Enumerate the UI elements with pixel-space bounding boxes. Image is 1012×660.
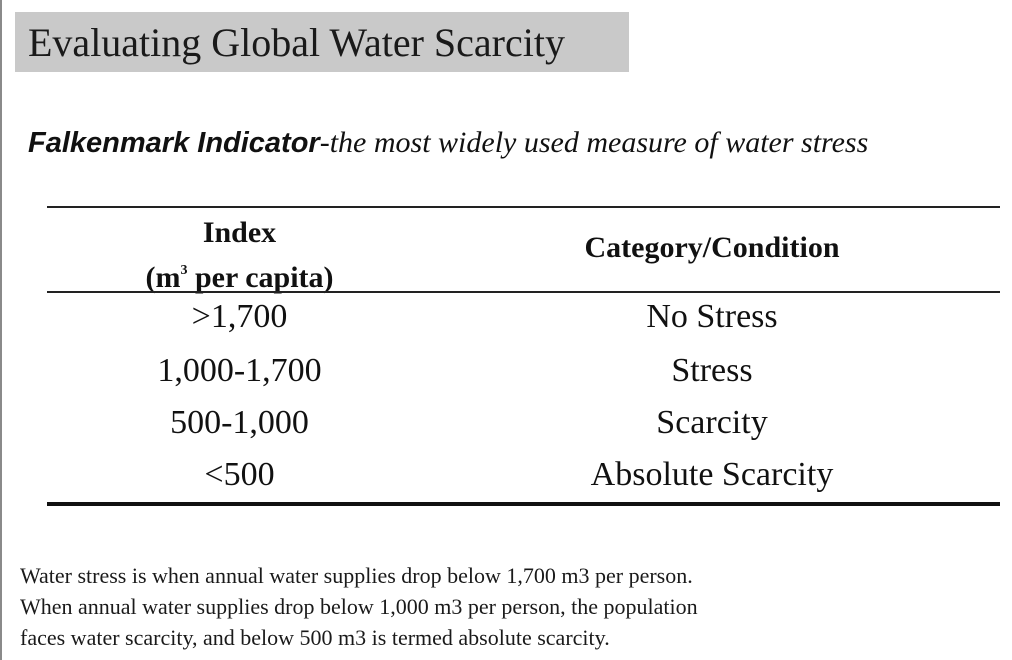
- header-index: Index (m3 per capita): [87, 214, 392, 297]
- explanatory-note: Water stress is when annual water suppli…: [20, 560, 698, 653]
- cell-index: <500: [204, 456, 275, 493]
- page-title: Evaluating Global Water Scarcity: [28, 19, 565, 65]
- header-index-unit: (m3 per capita): [87, 252, 392, 297]
- indicator-term: Falkenmark Indicator: [28, 127, 320, 159]
- cell-index: >1,700: [191, 298, 288, 335]
- header-index-label: Index: [202, 216, 277, 249]
- table-top-rule: [47, 206, 1000, 208]
- header-unit-open: (m: [145, 261, 181, 294]
- cell-category: Stress: [671, 352, 753, 389]
- table-bottom-rule: [47, 502, 1000, 506]
- table-row: 1,000-1,700 Stress: [47, 352, 1000, 404]
- falkenmark-table: Index (m3 per capita) Category/Condition…: [47, 206, 1000, 509]
- table-row: 500-1,000 Scarcity: [47, 404, 1000, 456]
- header-unit-close: per capita): [187, 261, 334, 294]
- cell-category: Scarcity: [656, 404, 768, 441]
- left-border: [0, 0, 2, 660]
- header-category: Category/Condition: [584, 231, 840, 264]
- note-line: Water stress is when annual water suppli…: [20, 563, 693, 588]
- note-line: faces water scarcity, and below 500 m3 i…: [20, 625, 610, 650]
- header-unit-superscript: 3: [180, 263, 188, 278]
- table-header-rule: [47, 291, 1000, 293]
- note-line: When annual water supplies drop below 1,…: [20, 594, 698, 619]
- title-banner: Evaluating Global Water Scarcity: [15, 12, 629, 72]
- cell-category: Absolute Scarcity: [590, 456, 834, 493]
- cell-category: No Stress: [646, 298, 778, 335]
- cell-index: 1,000-1,700: [157, 352, 322, 389]
- table-row: >1,700 No Stress: [47, 298, 1000, 350]
- cell-index: 500-1,000: [170, 404, 309, 441]
- indicator-description: -the most widely used measure of water s…: [319, 126, 869, 159]
- subtitle: Falkenmark Indicator-the most widely use…: [28, 126, 868, 160]
- table-row: <500 Absolute Scarcity: [47, 456, 1000, 508]
